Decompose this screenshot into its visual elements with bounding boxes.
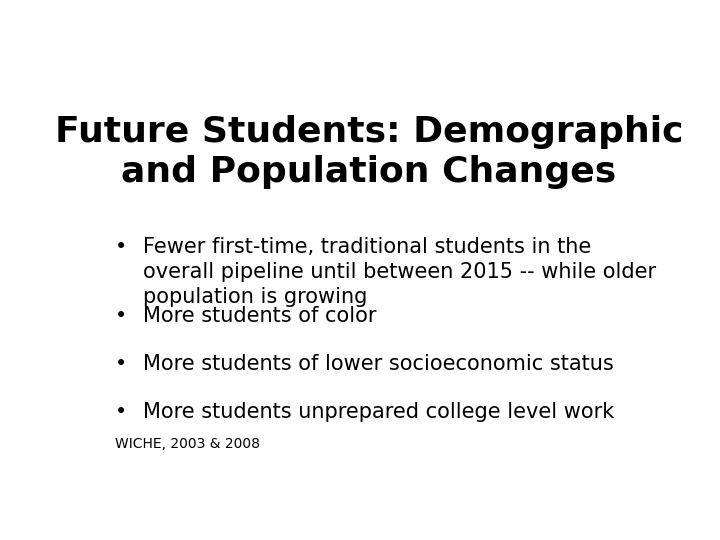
Text: WICHE, 2003 & 2008: WICHE, 2003 & 2008 — [115, 437, 260, 451]
Text: •: • — [114, 402, 127, 422]
Text: More students of color: More students of color — [143, 306, 377, 326]
Text: More students unprepared college level work: More students unprepared college level w… — [143, 402, 614, 422]
Text: •: • — [114, 354, 127, 374]
Text: More students of lower socioeconomic status: More students of lower socioeconomic sta… — [143, 354, 613, 374]
Text: •: • — [114, 238, 127, 258]
Text: Fewer first-time, traditional students in the
overall pipeline until between 201: Fewer first-time, traditional students i… — [143, 238, 656, 307]
Text: Future Students: Demographic
and Population Changes: Future Students: Demographic and Populat… — [55, 114, 683, 190]
Text: •: • — [114, 306, 127, 326]
